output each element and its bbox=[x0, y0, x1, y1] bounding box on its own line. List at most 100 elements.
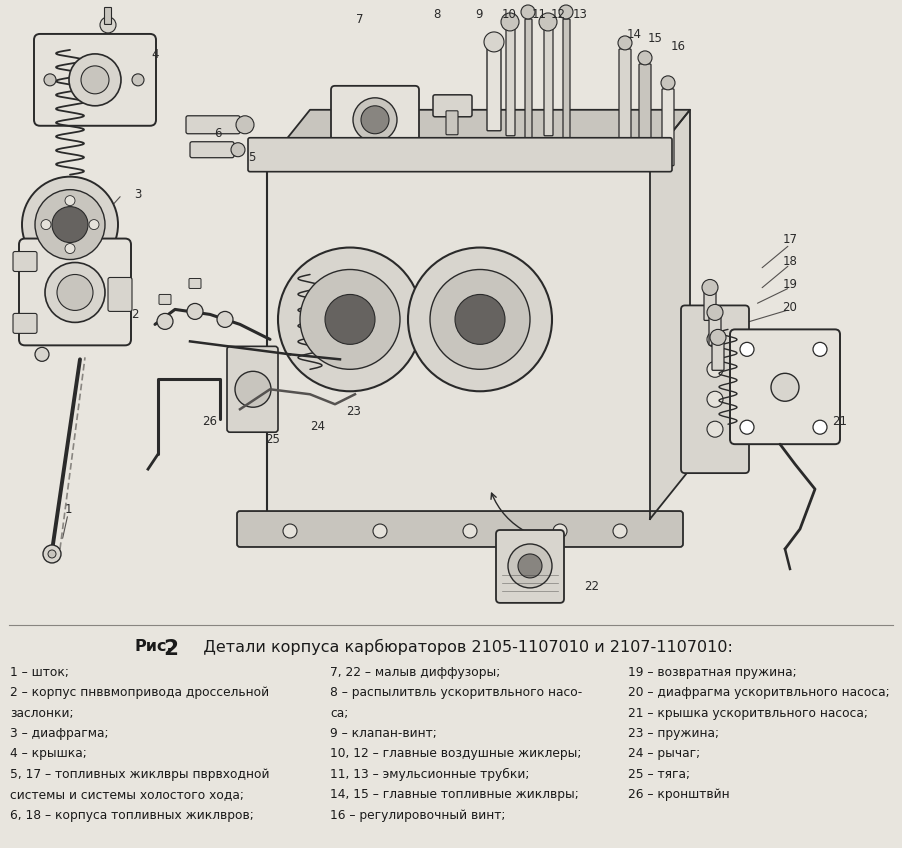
Circle shape bbox=[283, 524, 297, 538]
Text: 4: 4 bbox=[152, 48, 159, 61]
Circle shape bbox=[231, 142, 245, 157]
Circle shape bbox=[553, 524, 567, 538]
FancyBboxPatch shape bbox=[709, 315, 721, 345]
FancyBboxPatch shape bbox=[525, 19, 532, 146]
Text: 16: 16 bbox=[670, 41, 686, 53]
Text: 21: 21 bbox=[833, 415, 848, 427]
Circle shape bbox=[132, 74, 144, 86]
FancyBboxPatch shape bbox=[563, 19, 570, 146]
Text: 15: 15 bbox=[648, 32, 662, 46]
Circle shape bbox=[813, 343, 827, 356]
Text: 11, 13 – эмульсионные трубки;: 11, 13 – эмульсионные трубки; bbox=[330, 767, 529, 781]
Text: 21 – крышка ускоритвльного насоса;: 21 – крышка ускоритвльного насоса; bbox=[628, 706, 868, 719]
Text: 5, 17 – топливных жиклвры пврвходной: 5, 17 – топливных жиклвры пврвходной bbox=[10, 767, 270, 781]
FancyBboxPatch shape bbox=[704, 291, 716, 321]
FancyBboxPatch shape bbox=[190, 142, 234, 158]
FancyBboxPatch shape bbox=[108, 277, 132, 311]
Circle shape bbox=[236, 116, 254, 134]
Text: 23 – пружина;: 23 – пружина; bbox=[628, 727, 719, 740]
Text: 18: 18 bbox=[783, 255, 797, 268]
Text: 20 – диафрагма ускоритвльного насоса;: 20 – диафрагма ускоритвльного насоса; bbox=[628, 686, 889, 699]
Text: 2: 2 bbox=[132, 308, 139, 321]
FancyBboxPatch shape bbox=[189, 278, 201, 288]
Polygon shape bbox=[650, 109, 690, 519]
Text: 23: 23 bbox=[346, 404, 362, 418]
Circle shape bbox=[707, 361, 723, 377]
Text: 6, 18 – корпуса топливных жиклвров;: 6, 18 – корпуса топливных жиклвров; bbox=[10, 809, 253, 822]
Circle shape bbox=[65, 243, 75, 254]
Text: 24 – рычаг;: 24 – рычаг; bbox=[628, 747, 700, 761]
FancyBboxPatch shape bbox=[186, 116, 240, 134]
Text: 19: 19 bbox=[783, 278, 797, 291]
Circle shape bbox=[35, 348, 49, 361]
Circle shape bbox=[613, 524, 627, 538]
Circle shape bbox=[463, 524, 477, 538]
Circle shape bbox=[771, 373, 799, 401]
Circle shape bbox=[455, 294, 505, 344]
Circle shape bbox=[89, 220, 99, 230]
Circle shape bbox=[41, 220, 51, 230]
FancyBboxPatch shape bbox=[506, 29, 515, 136]
Text: 24: 24 bbox=[310, 420, 326, 432]
Circle shape bbox=[52, 207, 88, 243]
Circle shape bbox=[373, 524, 387, 538]
FancyBboxPatch shape bbox=[267, 157, 653, 522]
Text: 14: 14 bbox=[627, 29, 641, 42]
Text: 6: 6 bbox=[215, 127, 222, 140]
Circle shape bbox=[430, 270, 530, 370]
Circle shape bbox=[813, 421, 827, 434]
Circle shape bbox=[157, 314, 173, 329]
FancyBboxPatch shape bbox=[159, 294, 171, 304]
Circle shape bbox=[187, 304, 203, 320]
Circle shape bbox=[707, 332, 723, 348]
Text: 11: 11 bbox=[531, 8, 547, 21]
Circle shape bbox=[217, 311, 233, 327]
Text: 26: 26 bbox=[203, 415, 217, 427]
FancyBboxPatch shape bbox=[681, 305, 749, 473]
Text: 3 – диафрагма;: 3 – диафрагма; bbox=[10, 727, 108, 740]
Circle shape bbox=[408, 248, 552, 391]
Circle shape bbox=[661, 75, 675, 90]
FancyBboxPatch shape bbox=[619, 49, 631, 151]
Circle shape bbox=[710, 329, 726, 345]
FancyBboxPatch shape bbox=[487, 49, 501, 131]
FancyBboxPatch shape bbox=[446, 111, 458, 135]
Text: 8 – распылитвль ускоритвльного насо-: 8 – распылитвль ускоритвльного насо- bbox=[330, 686, 583, 699]
FancyBboxPatch shape bbox=[712, 340, 724, 371]
Text: 25: 25 bbox=[265, 432, 281, 446]
Text: 2: 2 bbox=[163, 639, 178, 659]
Circle shape bbox=[45, 263, 105, 322]
FancyBboxPatch shape bbox=[19, 238, 131, 345]
Text: 26 – кронштвйн: 26 – кронштвйн bbox=[628, 789, 730, 801]
Text: 9: 9 bbox=[475, 8, 483, 21]
FancyBboxPatch shape bbox=[639, 64, 651, 156]
Text: 10: 10 bbox=[502, 8, 517, 21]
Circle shape bbox=[65, 196, 75, 205]
Text: 5: 5 bbox=[248, 151, 255, 165]
Text: 7: 7 bbox=[356, 14, 364, 26]
Text: 1: 1 bbox=[64, 503, 72, 516]
Text: 19 – возвратная пружина;: 19 – возвратная пружина; bbox=[628, 666, 796, 678]
Text: са;: са; bbox=[330, 706, 348, 719]
FancyBboxPatch shape bbox=[331, 86, 419, 153]
Circle shape bbox=[300, 270, 400, 370]
Circle shape bbox=[539, 13, 557, 31]
Circle shape bbox=[559, 5, 573, 19]
Text: 16 – регулировочный винт;: 16 – регулировочный винт; bbox=[330, 809, 505, 822]
Circle shape bbox=[43, 545, 61, 563]
FancyBboxPatch shape bbox=[13, 314, 37, 333]
Text: 7, 22 – малыв диффузоры;: 7, 22 – малыв диффузоры; bbox=[330, 666, 501, 678]
Circle shape bbox=[707, 421, 723, 438]
FancyBboxPatch shape bbox=[662, 89, 674, 165]
Circle shape bbox=[69, 54, 121, 106]
Text: Детали корпуса карбюраторов 2105-1107010 и 2107-1107010:: Детали корпуса карбюраторов 2105-1107010… bbox=[188, 639, 732, 655]
Circle shape bbox=[484, 32, 504, 52]
FancyBboxPatch shape bbox=[496, 530, 564, 603]
FancyBboxPatch shape bbox=[544, 29, 553, 136]
FancyBboxPatch shape bbox=[248, 137, 672, 171]
FancyBboxPatch shape bbox=[105, 8, 112, 25]
Circle shape bbox=[740, 343, 754, 356]
Circle shape bbox=[518, 554, 542, 578]
FancyBboxPatch shape bbox=[433, 95, 472, 117]
Text: заслонки;: заслонки; bbox=[10, 706, 73, 719]
